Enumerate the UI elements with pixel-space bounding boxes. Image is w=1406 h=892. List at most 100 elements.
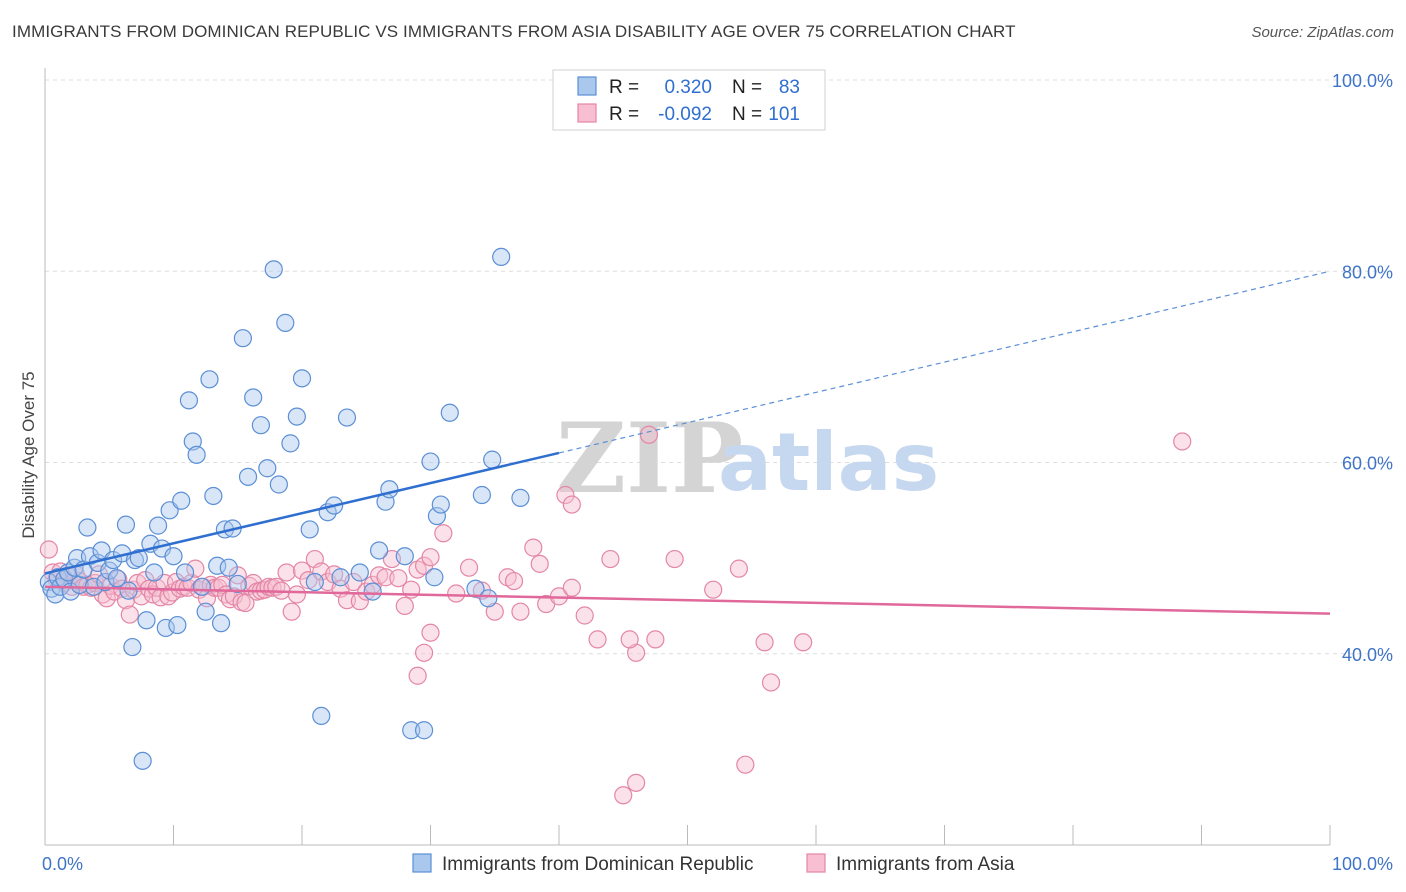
dominican-point [196, 602, 215, 621]
dominican-point [292, 369, 312, 388]
dominican-point [312, 706, 331, 726]
asia-point [357, 582, 376, 601]
asia-point [414, 643, 434, 662]
dominican-point [363, 582, 382, 601]
y-axis-label: Disability Age Over 75 [19, 371, 38, 538]
asia-point [504, 571, 524, 591]
dominican-point [431, 495, 450, 514]
asia-point [186, 559, 205, 578]
dominican-point [164, 547, 183, 566]
asia-point [287, 585, 306, 604]
asia-point [292, 561, 312, 580]
dominican-point [116, 515, 136, 534]
dominican-point [183, 432, 202, 451]
dominican-point [129, 549, 148, 568]
dominican-point [208, 556, 227, 575]
legend-n-label-asia: N = [732, 104, 762, 125]
asia-point [639, 425, 659, 444]
asia-point [213, 575, 232, 595]
y-tick-label: 100.0% [1332, 71, 1393, 91]
dominican-point [269, 475, 288, 494]
dominican-point [287, 407, 306, 426]
series-legend-swatch-dominican [412, 853, 432, 873]
dominican-point [175, 563, 195, 582]
dominican-point [133, 751, 152, 770]
asia-point [421, 623, 440, 642]
legend-r-label-asia: R = [609, 104, 639, 125]
dominican-point [148, 516, 168, 535]
asia-point [408, 666, 427, 685]
asia-point [704, 580, 723, 599]
dominican-point [479, 589, 498, 608]
dominican-point [78, 518, 97, 537]
asia-point [1173, 432, 1192, 451]
dominican-point [305, 572, 324, 592]
dominican-point [200, 370, 219, 389]
asia-point [729, 559, 749, 578]
dominican-trend-extension [558, 270, 1331, 454]
dominican-point [204, 486, 223, 506]
legend-r-value-dominican: 0.320 [664, 77, 712, 98]
dominican-point [440, 403, 459, 422]
asia-point [794, 633, 813, 652]
dominican-point [281, 434, 300, 453]
dominican-point [264, 260, 283, 279]
x-tick-label-min: 0.0% [42, 854, 83, 874]
asia-point [511, 602, 530, 621]
dominican-point [331, 568, 350, 587]
asia-point [614, 786, 633, 805]
series-legend-label-dominican: Immigrants from Dominican Republic [442, 854, 754, 875]
asia-point [282, 602, 301, 621]
watermark-zip: ZIP [556, 402, 743, 515]
x-tick-label-max: 100.0% [1332, 854, 1393, 874]
asia-point [277, 563, 296, 582]
asia-point [736, 755, 755, 774]
dominican-point [466, 579, 485, 598]
dominican-point [414, 721, 434, 740]
legend-n-value-asia: 101 [768, 104, 800, 125]
dominican-point [187, 445, 206, 464]
asia-point [421, 548, 440, 567]
dominican-point [337, 408, 357, 427]
asia-point [626, 773, 646, 792]
y-tick-labels: 40.0% 60.0% 80.0% 100.0% [1332, 71, 1393, 665]
source-label: Source: ZipAtlas.com [1251, 24, 1394, 41]
asia-point [575, 606, 594, 625]
dominican-point [244, 388, 263, 407]
asia-point [434, 524, 453, 543]
asia-point [39, 540, 58, 559]
dominican-point [472, 485, 491, 505]
dominican-point [179, 391, 199, 410]
asia-point [562, 578, 581, 597]
dominican-point [258, 459, 277, 478]
asia-point [337, 591, 357, 610]
legend-n-label-dominican: N = [732, 77, 762, 98]
asia-point [620, 630, 639, 649]
legend-r-label-dominican: R = [609, 77, 639, 98]
dominican-point [168, 615, 187, 635]
dominican-point [238, 467, 258, 486]
asia-point [530, 554, 549, 573]
legend-box [552, 69, 826, 131]
asia-point [524, 538, 543, 557]
asia-trend-line [44, 585, 1331, 615]
dominican-point [137, 611, 156, 630]
dominican-point [511, 488, 530, 507]
asia-point [588, 630, 607, 649]
asia-point [299, 571, 318, 590]
asia-point [755, 633, 774, 652]
legend-swatch-dominican [577, 76, 597, 96]
watermark-atlas: atlas [718, 416, 939, 509]
asia-point [459, 558, 479, 577]
dominican-point [70, 575, 89, 595]
asia-point [395, 596, 414, 616]
asia-point [665, 549, 684, 569]
dominican-point [156, 618, 175, 638]
asia-point [601, 549, 620, 569]
dominican-point [100, 561, 119, 580]
y-tick-label: 80.0% [1342, 262, 1393, 282]
chart-title: IMMIGRANTS FROM DOMINICAN REPUBLIC VS IM… [12, 22, 1016, 41]
dominican-point [96, 572, 115, 592]
asia-point [370, 566, 389, 585]
